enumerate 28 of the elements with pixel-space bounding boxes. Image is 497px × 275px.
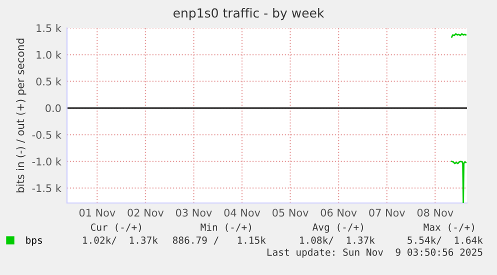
y-tick-label: -1.5 k	[32, 184, 62, 192]
x-tick-label: 06 Nov	[320, 208, 357, 217]
y-tick-label: 0.5 k	[36, 77, 62, 86]
y-tick-label: 1.0 k	[36, 50, 62, 59]
text: 5.54k/ 1.64k	[408, 236, 483, 245]
y-tick-label: 1.5 k	[36, 24, 62, 32]
x-tick-label: 02 Nov	[128, 208, 164, 217]
text: 1.02k/ 1.37k	[83, 236, 158, 245]
legend-label: bps	[26, 236, 42, 246]
y-axis-title: bits in (-) / out (+) per second	[16, 38, 26, 192]
x-tick-label: 07 Nov	[369, 208, 406, 217]
x-tick-label: 08 Nov	[417, 208, 454, 217]
chart-title: enp1s0 traffic - by week	[173, 8, 324, 20]
text: 886.79 / 1.15k	[172, 236, 266, 245]
text: Max (-/+)	[424, 223, 474, 232]
x-tick-label: 03 Nov	[176, 208, 212, 217]
x-tick-label: 01 Nov	[79, 208, 116, 217]
text: 1.08k/ 1.37k	[300, 236, 375, 245]
y-tick-label: 0.0	[46, 104, 61, 112]
x-tick-label: 04 Nov	[224, 208, 260, 217]
x-tick-label: 05 Nov	[272, 208, 308, 217]
text: Min (-/+)	[200, 223, 251, 232]
text: Avg (-/+)	[312, 223, 363, 233]
y-tick-label: -1.0 k	[32, 157, 62, 166]
text: Last update: Sun Nov 9 03:50:56 2025	[267, 248, 482, 258]
text: Cur (-/+)	[90, 223, 141, 232]
y-tick-label: -0.5 k	[32, 130, 62, 139]
line-series	[451, 160, 467, 203]
